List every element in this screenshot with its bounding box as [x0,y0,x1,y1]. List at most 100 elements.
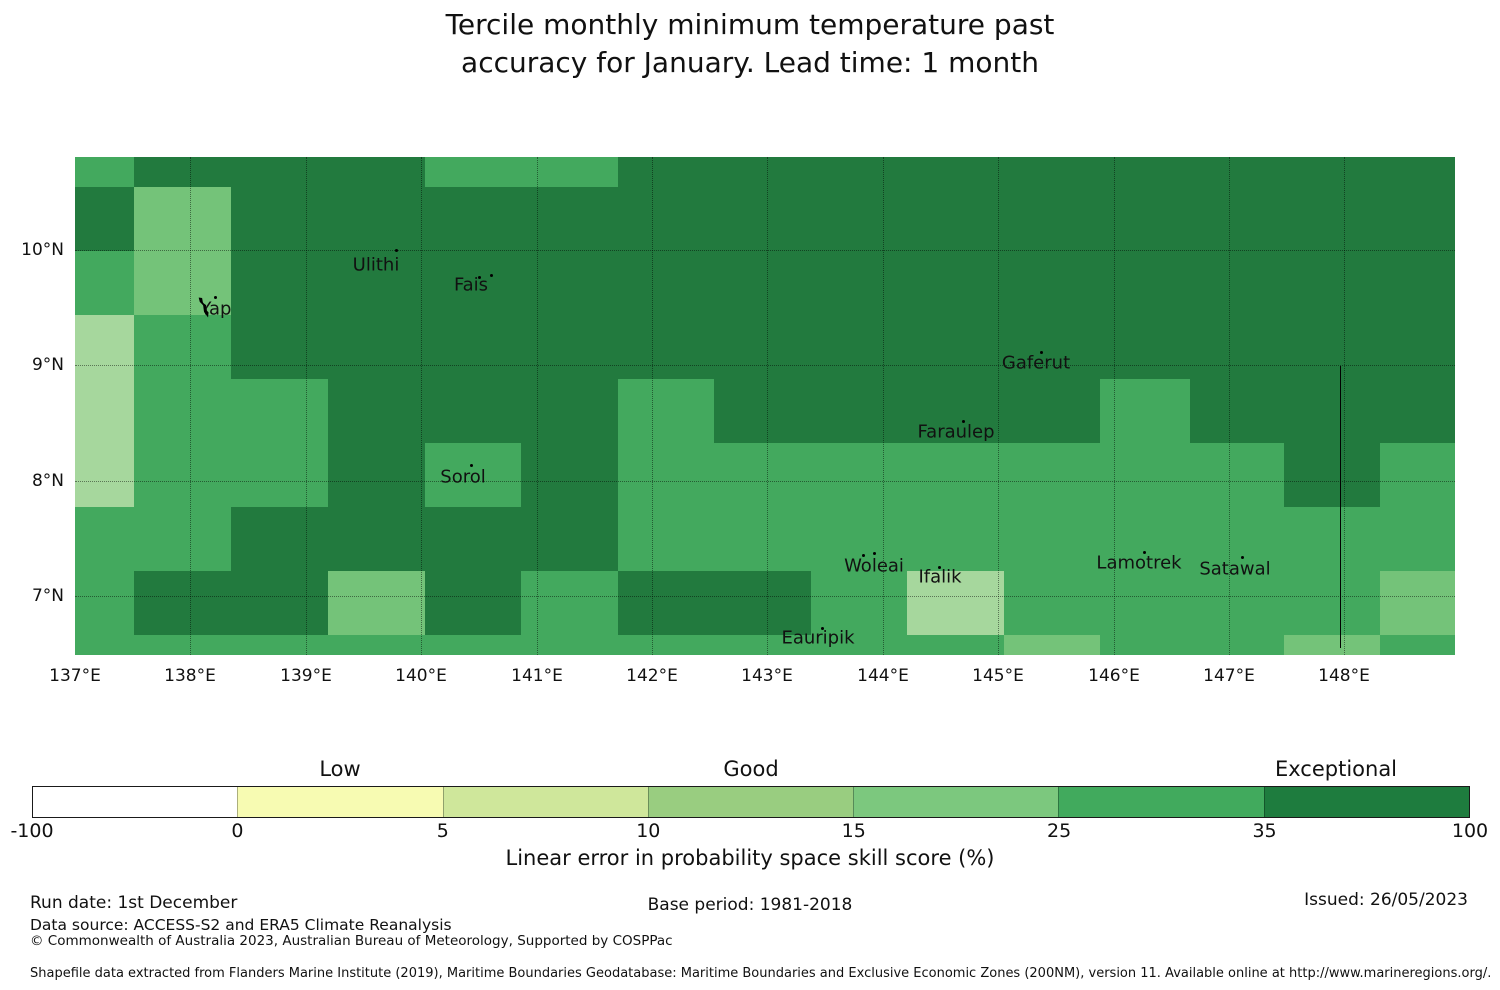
longitude-gridline [883,157,884,655]
latitude-gridline [75,596,1455,597]
colorbar-region-label: Low [319,757,361,781]
map-cell [618,251,714,315]
map-cell [328,571,425,635]
map-cell [1004,315,1100,379]
x-tick-label: 138°E [164,666,216,686]
y-tick-label: 8°N [31,471,64,491]
map-cell [521,157,618,187]
copyright-text: © Commonwealth of Australia 2023, Austra… [30,933,673,949]
map-cell [425,187,521,251]
map-cell [521,251,618,315]
map-cell [75,315,134,379]
map-cell [1190,251,1284,315]
map-cell [714,315,811,379]
island-marker-ulithi [395,249,398,252]
map-cell [714,635,811,655]
map-cell [618,379,714,443]
map-cell [75,507,134,571]
island-label-lamotrek: Lamotrek [1096,552,1182,574]
island-marker-fais [490,274,493,277]
chart-title-line2: accuracy for January. Lead time: 1 month [461,46,1039,79]
map-cell [1100,635,1190,655]
x-tick-label: 143°E [741,666,793,686]
map-cell [328,157,425,187]
island-label-ifalik: Ifalik [918,566,962,588]
map-cell [1100,187,1190,251]
map-cell [618,443,714,507]
map-cell [134,379,231,443]
map-cell [75,187,134,251]
x-tick-label: 141°E [511,666,563,686]
map-cell [714,379,811,443]
map-cell [328,507,425,571]
map-cell [75,635,134,655]
colorbar-segment [33,787,238,817]
issued-date-text: Issued: 26/05/2023 [1304,890,1468,910]
map-cell [231,157,328,187]
map-cell [1004,379,1100,443]
map-cell [1190,571,1284,635]
map-cell [1380,635,1455,655]
map-cell [328,443,425,507]
map-cell [1004,443,1100,507]
longitude-gridline [421,157,422,655]
island-marker-faraulep [962,420,965,423]
map-cell [1190,443,1284,507]
colorbar-tick-label: 25 [1047,820,1072,842]
map-cell [521,571,618,635]
map-cell [811,157,907,187]
map-cell [134,507,231,571]
map-cell [1190,315,1284,379]
eez-boundary-line [1340,366,1341,648]
longitude-gridline [998,157,999,655]
colorbar-tick-label: 15 [841,820,866,842]
longitude-gridline [1344,157,1345,655]
map-cell [1380,443,1455,507]
map-cell [1100,315,1190,379]
longitude-gridline [767,157,768,655]
map-cell [425,571,521,635]
x-tick-label: 145°E [972,666,1024,686]
skill-score-map: Ulithi Fais Yap Gaferut Faraulep Sorol Woleai I… [75,157,1455,655]
colorbar-segment [1058,787,1264,817]
map-cell [328,315,425,379]
colorbar-region-label: Good [723,757,779,781]
map-cell [134,443,231,507]
map-cell [521,187,618,251]
colorbar-tick-label: -100 [10,820,54,842]
colorbar-region-label: Exceptional [1274,757,1398,781]
map-cell [1004,157,1100,187]
island-marker-ifalik [938,566,941,569]
map-cell [618,187,714,251]
map-cell [1284,251,1380,315]
run-date-text: Run date: 1st December [30,893,238,913]
map-cell [1284,187,1380,251]
y-tick-label: 10°N [21,240,64,260]
island-marker-satawal [1241,556,1244,559]
island-marker-fais [478,276,481,279]
latitude-gridline [75,365,1455,366]
map-cell [1100,443,1190,507]
map-cell [907,157,1004,187]
map-cell [714,187,811,251]
chart-title: Tercile monthly minimum temperature past… [0,6,1500,82]
map-cell [425,507,521,571]
x-tick-label: 148°E [1318,666,1370,686]
y-tick-label: 9°N [31,355,64,375]
map-cell [134,251,231,315]
island-marker-gaferut [1040,351,1043,354]
longitude-gridline [190,157,191,655]
map-cell [134,571,231,635]
map-cell [231,443,328,507]
x-tick-label: 144°E [857,666,909,686]
map-cell [521,443,618,507]
map-cell [231,187,328,251]
base-period-text: Base period: 1981-2018 [647,895,853,915]
colorbar-segment [1263,787,1469,817]
latitude-gridline [75,481,1455,482]
map-cell [425,379,521,443]
x-tick-label: 137°E [49,666,101,686]
map-cell [714,157,811,187]
colorbar-axis-label: Linear error in probability space skill … [505,846,995,870]
